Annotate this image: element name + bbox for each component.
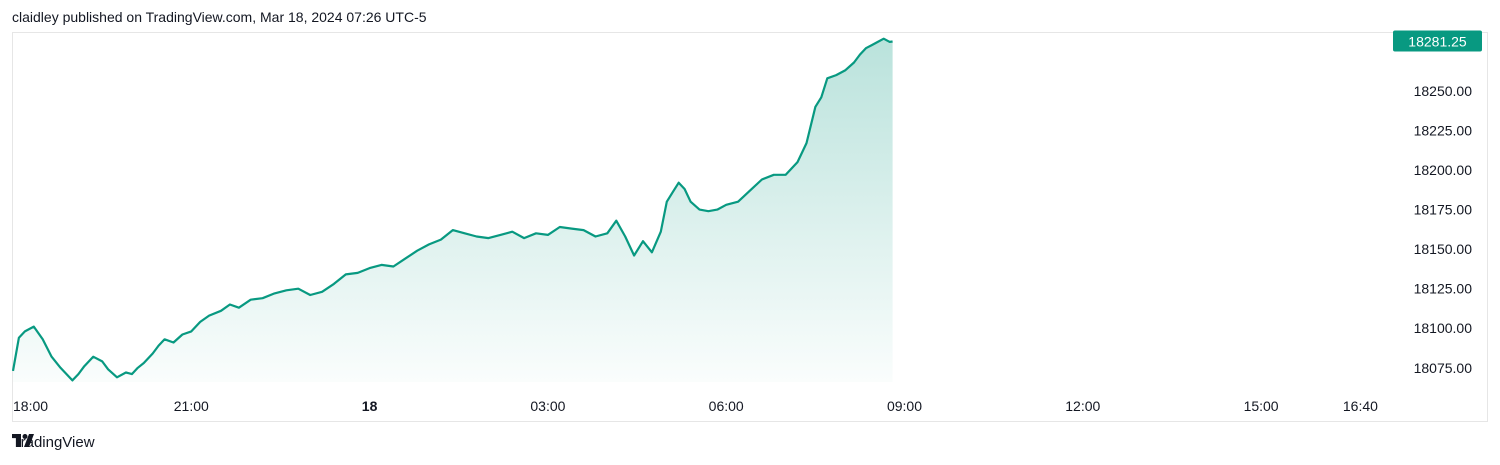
x-tick-label: 06:00 xyxy=(709,398,744,414)
y-tick-label: 18250.00 xyxy=(1414,83,1473,99)
x-tick-label: 15:00 xyxy=(1244,398,1279,414)
x-tick-label: 09:00 xyxy=(887,398,922,414)
x-tick-label: 12:00 xyxy=(1065,398,1100,414)
y-tick-label: 18125.00 xyxy=(1414,281,1473,297)
price-line-series[interactable] xyxy=(11,37,893,382)
x-tick-label: 18 xyxy=(362,398,378,414)
y-tick-label: 18150.00 xyxy=(1414,241,1473,257)
brand-footer[interactable]: TradingView xyxy=(12,434,95,451)
last-price-label: 18281.25 xyxy=(1408,34,1467,50)
x-tick-label: 03:00 xyxy=(530,398,565,414)
x-tick-label: 21:00 xyxy=(174,398,209,414)
y-tick-label: 18200.00 xyxy=(1414,162,1473,178)
x-tick-label: 18:00 xyxy=(13,398,48,414)
chart-frame xyxy=(12,32,1488,422)
brand-name: TradingView xyxy=(12,434,95,451)
y-tick-label: 18225.00 xyxy=(1414,123,1473,139)
last-price-badge xyxy=(1393,30,1482,52)
publish-info: claidley published on TradingView.com, M… xyxy=(12,9,427,25)
y-tick-label: 18175.00 xyxy=(1414,202,1473,218)
price-area-fill xyxy=(13,38,893,382)
x-tick-label: 16:40 xyxy=(1343,398,1378,414)
y-tick-label: 18100.00 xyxy=(1414,320,1473,336)
tradingview-logo-icon xyxy=(12,434,34,447)
y-tick-label: 18075.00 xyxy=(1414,360,1473,376)
